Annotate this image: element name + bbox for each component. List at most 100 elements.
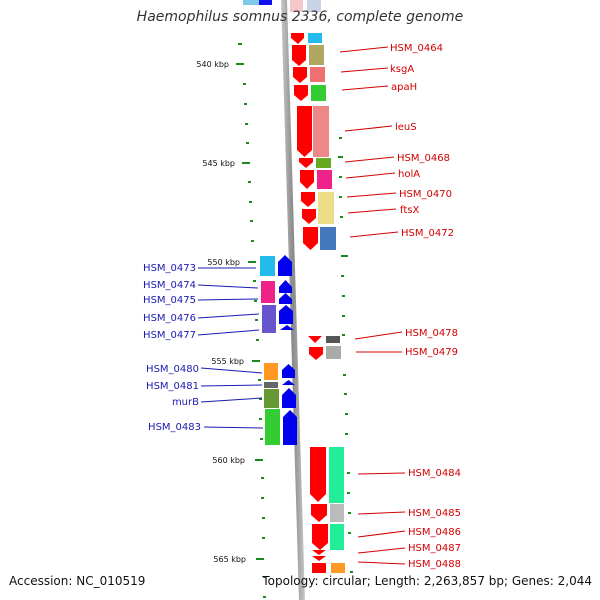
gene-arrow[interactable] bbox=[312, 550, 326, 555]
cog-box bbox=[308, 33, 322, 43]
cog-box bbox=[330, 524, 344, 550]
cog-box bbox=[330, 504, 344, 522]
gene-label[interactable]: HSM_0488 bbox=[408, 559, 461, 570]
leader-line bbox=[203, 426, 264, 429]
cog-box bbox=[264, 389, 279, 408]
gene-label[interactable]: HSM_0474 bbox=[143, 280, 196, 291]
leader-line bbox=[197, 284, 259, 289]
cog-box bbox=[262, 305, 276, 333]
leader-line bbox=[357, 547, 406, 554]
gene-label[interactable]: murB bbox=[172, 397, 199, 408]
right-gene-labels: HSM_0464 ksgA apaH leuS HSM_0468 holA HS… bbox=[339, 43, 461, 570]
gene-arrow[interactable] bbox=[312, 556, 326, 561]
cog-box bbox=[320, 227, 336, 250]
gene-arrow[interactable] bbox=[282, 388, 296, 408]
leader-line bbox=[197, 298, 259, 301]
cog-box bbox=[310, 67, 325, 82]
gene-arrow[interactable] bbox=[292, 45, 306, 66]
cog-box bbox=[309, 45, 324, 65]
partial-feature bbox=[307, 0, 321, 12]
gene-arrow[interactable] bbox=[279, 280, 292, 293]
cog-box bbox=[331, 563, 345, 573]
cog-box bbox=[326, 336, 340, 343]
gene-arrow[interactable] bbox=[302, 209, 316, 224]
gene-arrow[interactable] bbox=[309, 347, 323, 360]
gene-label[interactable]: leuS bbox=[395, 122, 417, 133]
gene-arrow[interactable] bbox=[293, 67, 307, 83]
gene-label[interactable]: HSM_0483 bbox=[148, 422, 201, 433]
gene-arrow[interactable] bbox=[282, 364, 295, 378]
gene-arrow[interactable] bbox=[297, 106, 312, 157]
gene-label[interactable]: HSM_0480 bbox=[146, 364, 199, 375]
gene-arrow[interactable] bbox=[291, 33, 304, 44]
cog-box bbox=[318, 192, 334, 224]
cog-box bbox=[311, 85, 326, 101]
gene-label[interactable]: HSM_0479 bbox=[405, 347, 458, 358]
leader-line bbox=[354, 331, 403, 340]
leader-line bbox=[357, 472, 406, 475]
genome-backbone bbox=[281, 0, 305, 600]
gene-label[interactable]: HSM_0475 bbox=[143, 295, 196, 306]
leader-line bbox=[357, 530, 406, 538]
gene-arrow[interactable] bbox=[279, 305, 293, 324]
gene-arrow[interactable] bbox=[280, 325, 294, 330]
gene-arrow[interactable] bbox=[278, 255, 292, 276]
gene-label[interactable]: HSM_0485 bbox=[408, 508, 461, 519]
gene-label[interactable]: ftsX bbox=[400, 205, 419, 216]
gene-label[interactable]: holA bbox=[398, 169, 420, 180]
gene-label[interactable]: ksgA bbox=[390, 64, 414, 75]
leader-line bbox=[357, 511, 406, 515]
left-gene-labels: HSM_0473 HSM_0474 HSM_0475 HSM_0476 HSM_… bbox=[143, 263, 264, 433]
leader-line bbox=[200, 384, 263, 387]
partial-feature bbox=[243, 0, 259, 5]
leader-line bbox=[200, 367, 263, 374]
axis-tick-label: 555 kbp bbox=[211, 357, 244, 366]
gene-arrow[interactable] bbox=[279, 293, 292, 304]
cog-box bbox=[265, 409, 280, 445]
gene-label[interactable]: HSM_0484 bbox=[408, 468, 461, 479]
gene-label[interactable]: HSM_0487 bbox=[408, 543, 461, 554]
cog-box bbox=[316, 158, 331, 168]
gene-arrow[interactable] bbox=[300, 170, 314, 189]
gene-label[interactable]: HSM_0477 bbox=[143, 330, 196, 341]
gene-arrow[interactable] bbox=[283, 410, 297, 445]
gene-arrow[interactable] bbox=[294, 85, 308, 101]
leader-line bbox=[197, 329, 260, 336]
axis-tick-label: 560 kbp bbox=[212, 456, 245, 465]
gene-label[interactable]: apaH bbox=[391, 82, 417, 93]
leader-line bbox=[339, 46, 389, 53]
major-ticks bbox=[236, 63, 264, 560]
gene-label[interactable]: HSM_0472 bbox=[401, 228, 454, 239]
gene-arrow[interactable] bbox=[303, 227, 318, 250]
gene-label[interactable]: HSM_0470 bbox=[399, 189, 452, 200]
gene-label[interactable]: HSM_0473 bbox=[143, 263, 196, 274]
gene-arrow[interactable] bbox=[312, 563, 326, 573]
leader-line bbox=[357, 561, 406, 565]
cog-box bbox=[313, 106, 329, 157]
gene-arrow[interactable] bbox=[301, 192, 315, 207]
partial-feature bbox=[259, 0, 272, 5]
gene-label[interactable]: HSM_0464 bbox=[390, 43, 443, 54]
gene-arrow[interactable] bbox=[311, 504, 327, 522]
leader-line bbox=[346, 192, 397, 198]
gene-label[interactable]: HSM_0468 bbox=[397, 153, 450, 164]
leader-line bbox=[341, 85, 389, 91]
gene-arrow[interactable] bbox=[312, 524, 328, 550]
leader-line bbox=[344, 156, 395, 163]
leader-line bbox=[340, 67, 389, 73]
gene-label[interactable]: HSM_0478 bbox=[405, 328, 458, 339]
gene-arrow[interactable] bbox=[310, 447, 326, 502]
genome-title: Haemophilus somnus 2336, complete genome bbox=[136, 9, 464, 25]
forward-strand-cog-boxes bbox=[308, 33, 345, 573]
gene-arrow[interactable] bbox=[299, 158, 313, 168]
gene-label[interactable]: HSM_0476 bbox=[143, 313, 196, 324]
axis-tick-labels: 540 kbp 545 kbp 550 kbp 555 kbp 560 kbp … bbox=[196, 60, 246, 564]
gene-label[interactable]: HSM_0481 bbox=[146, 381, 199, 392]
leader-line bbox=[349, 231, 399, 238]
gene-arrow[interactable] bbox=[282, 380, 295, 385]
reverse-strand-genes bbox=[278, 255, 297, 445]
gene-label[interactable]: HSM_0486 bbox=[408, 527, 461, 538]
leader-line bbox=[200, 397, 263, 403]
gene-arrow[interactable] bbox=[308, 336, 322, 343]
